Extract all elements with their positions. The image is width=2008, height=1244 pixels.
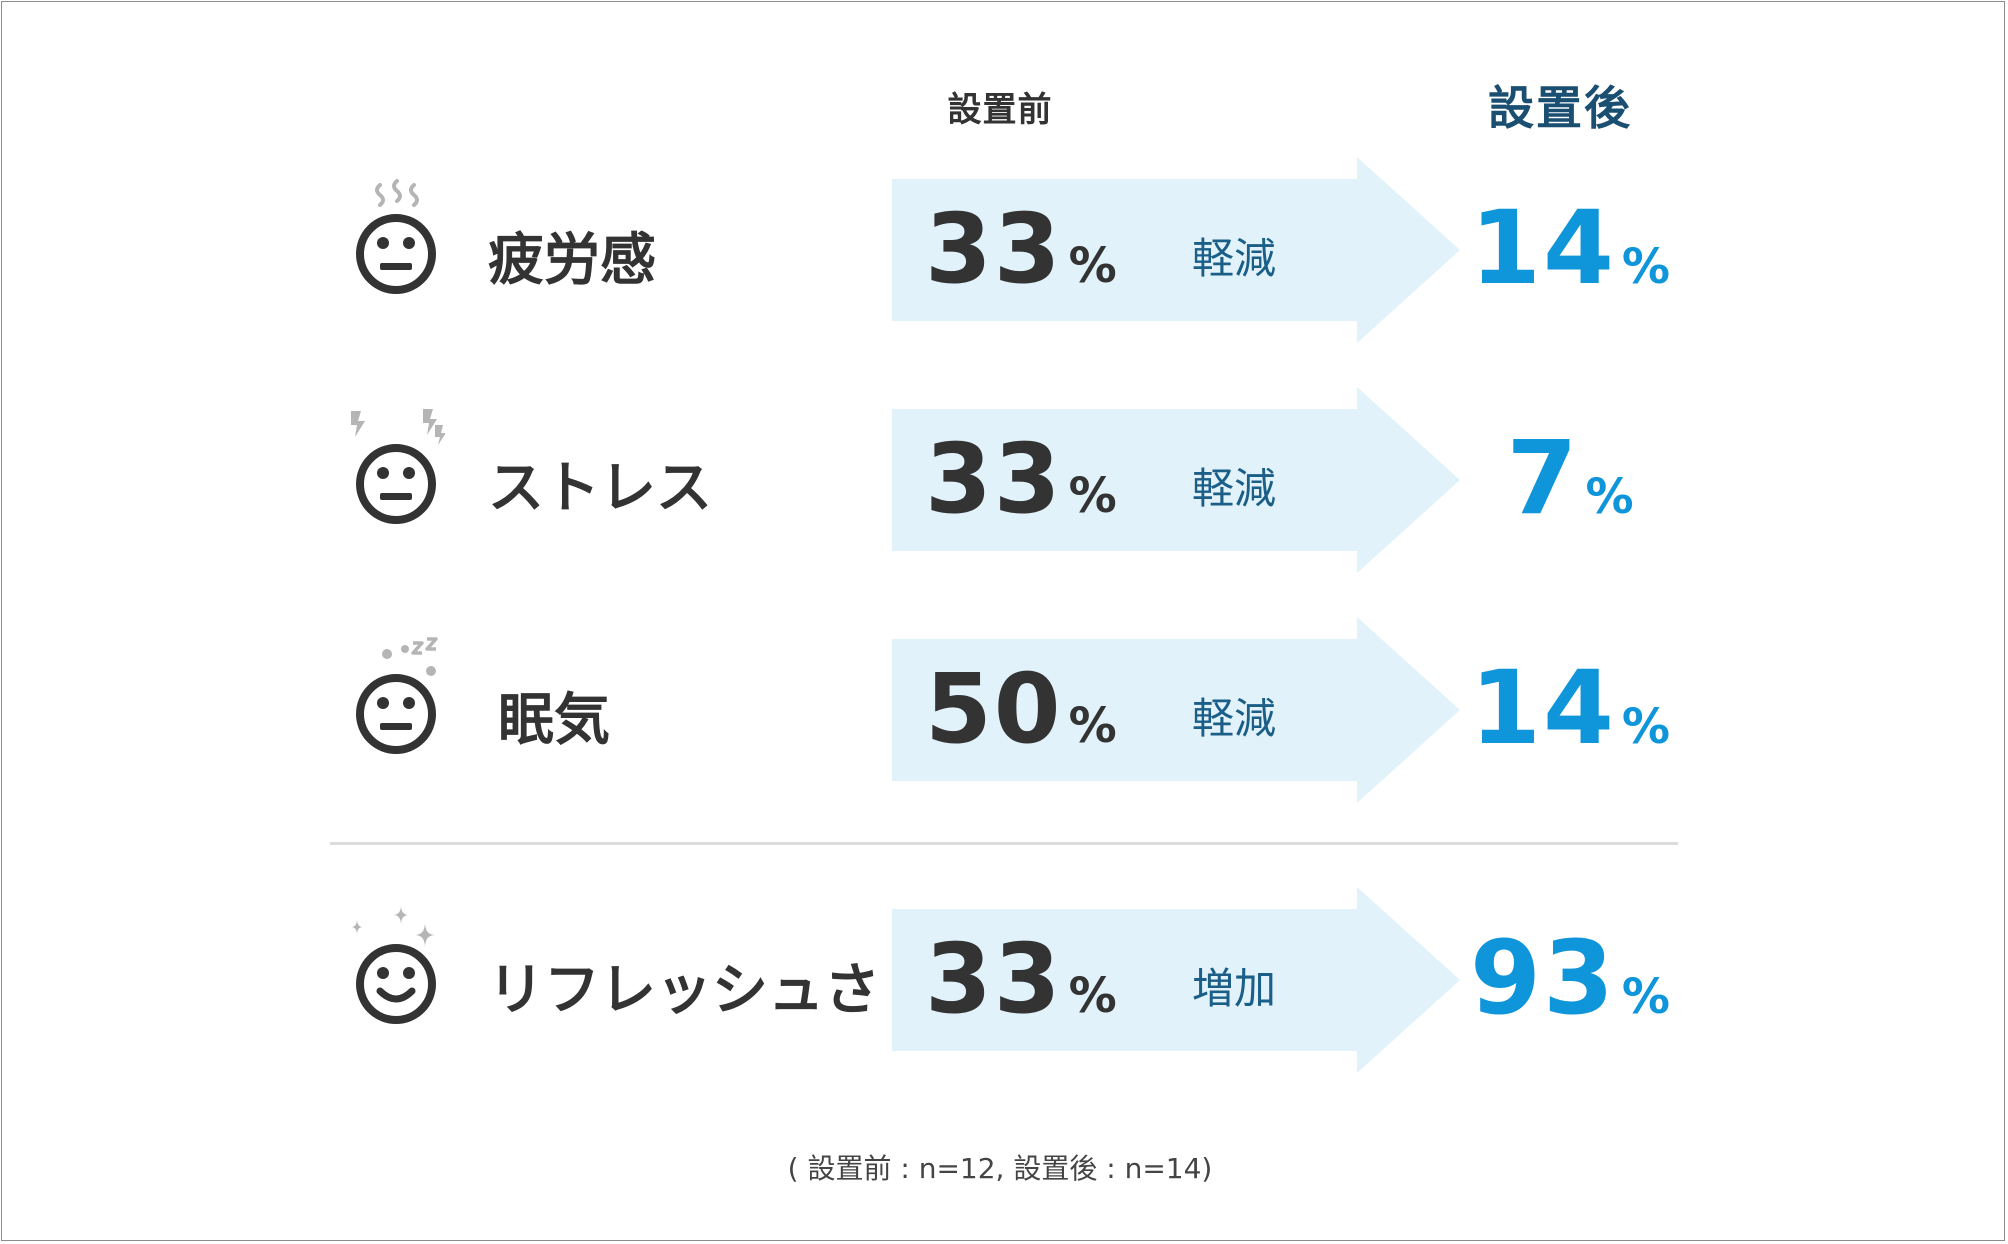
column-header-after: 設置後: [1488, 81, 1632, 135]
after-unit: %: [1621, 239, 1671, 295]
row-label: ストレス: [488, 456, 712, 521]
after-number: 14: [1469, 649, 1616, 768]
table-row: 疲労感 33% 軽減 14%: [0, 155, 2008, 345]
before-unit: %: [1068, 238, 1117, 294]
after-unit: %: [1621, 699, 1671, 755]
after-number: 7: [1506, 419, 1580, 538]
table-row: ストレス 33% 軽減 7%: [0, 385, 2008, 575]
table-row: 眠気 50% 軽減 14%: [0, 615, 2008, 805]
before-value: 33%: [925, 923, 1117, 1035]
arrow-bar: [892, 387, 1460, 573]
before-unit: %: [1068, 968, 1117, 1024]
before-unit: %: [1068, 698, 1117, 754]
before-number: 33: [925, 923, 1063, 1035]
arrow-bar: [892, 887, 1460, 1073]
after-unit: %: [1585, 469, 1634, 525]
before-number: 50: [925, 653, 1063, 765]
before-value: 33%: [925, 423, 1117, 535]
change-label: 軽減: [1192, 694, 1277, 743]
after-value: 7%: [1440, 419, 1700, 538]
after-number: 93: [1469, 919, 1616, 1038]
column-header-before: 設置前: [947, 90, 1053, 130]
before-value: 33%: [925, 193, 1117, 305]
sleepy-face-icon: [345, 637, 445, 767]
change-label: 増加: [1192, 964, 1277, 1013]
arrow-bar: [892, 157, 1460, 343]
after-value: 14%: [1440, 649, 1700, 768]
change-label: 軽減: [1192, 234, 1277, 283]
before-unit: %: [1068, 468, 1117, 524]
stressed-face-icon: [345, 407, 446, 537]
after-unit: %: [1621, 969, 1671, 1025]
tired-face-icon: [345, 177, 445, 307]
after-number: 14: [1469, 189, 1616, 308]
row-label: リフレッシュさ: [488, 958, 880, 1023]
arrow-bar: [892, 617, 1460, 803]
after-value: 93%: [1440, 919, 1700, 1038]
before-number: 33: [925, 193, 1063, 305]
row-label: 疲労感: [488, 228, 656, 293]
change-label: 軽減: [1192, 464, 1277, 513]
refreshed-face-icon: [345, 903, 445, 1033]
sample-size-footnote: ( 設置前 : n=12, 設置後 : n=14): [787, 1152, 1213, 1185]
row-label: 眠気: [498, 688, 610, 753]
after-value: 14%: [1440, 189, 1700, 308]
before-value: 50%: [925, 653, 1117, 765]
divider: [330, 842, 1678, 845]
table-row: リフレッシュさ 33% 増加 93%: [0, 885, 2008, 1075]
before-number: 33: [925, 423, 1063, 535]
